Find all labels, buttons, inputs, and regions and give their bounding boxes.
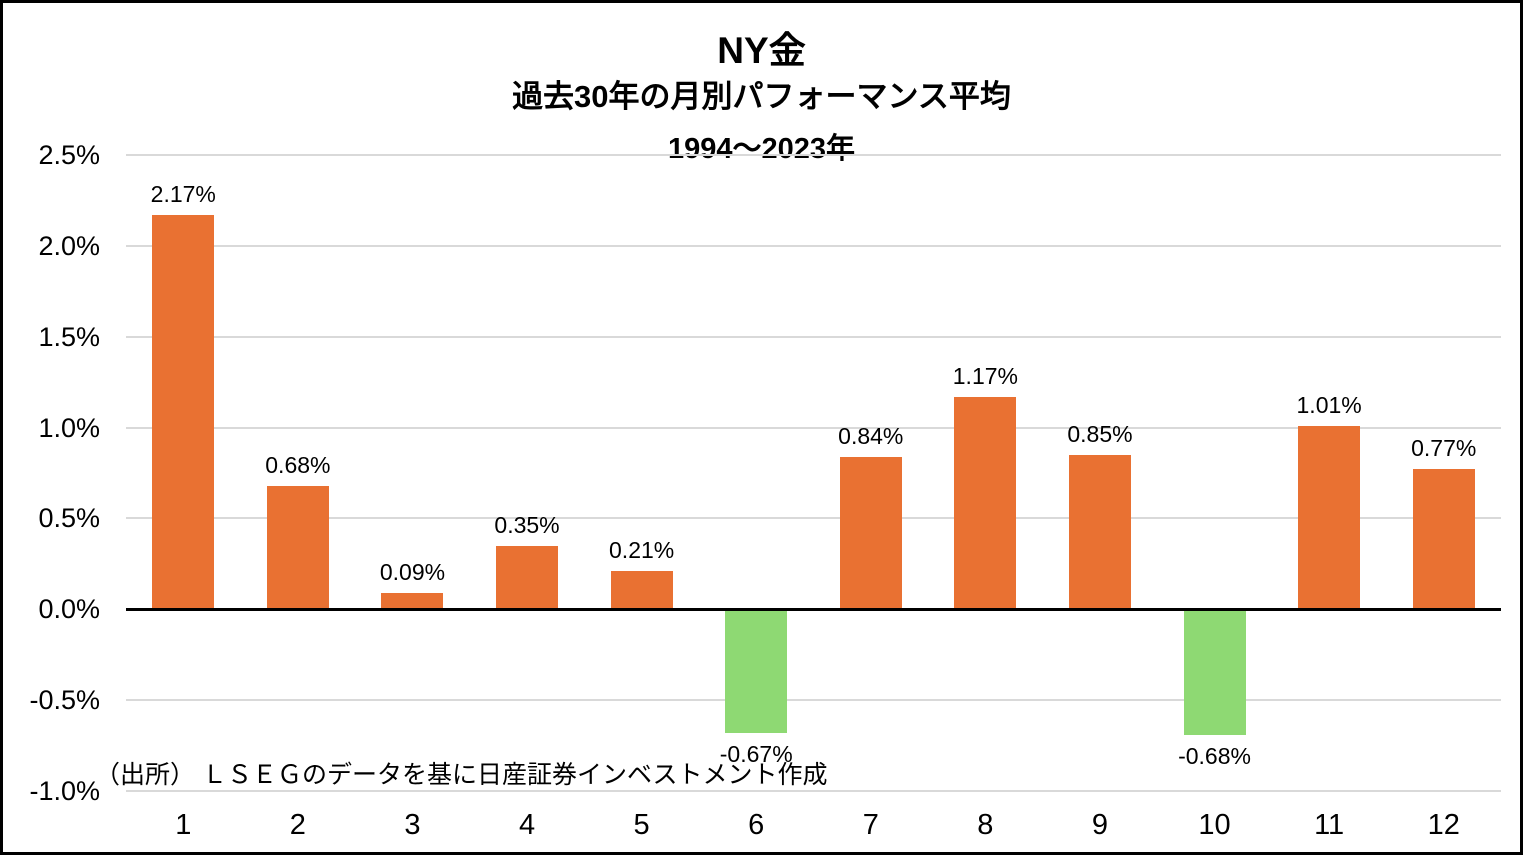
x-axis-label: 9 xyxy=(1091,809,1109,841)
x-axis-label: 10 xyxy=(1198,809,1231,841)
y-axis-label: 1.0% xyxy=(38,412,100,443)
chart-subtitle: 過去30年の月別パフォーマンス平均 xyxy=(512,79,1011,114)
bar-value-label: 0.09% xyxy=(379,558,446,585)
bar xyxy=(1412,469,1475,610)
bar xyxy=(954,396,1017,610)
bar-value-label: 1.17% xyxy=(952,362,1018,389)
gridline xyxy=(126,154,1501,156)
y-axis-label: 0.5% xyxy=(38,503,100,534)
bar-value-label: -0.68% xyxy=(1178,742,1251,769)
bar-value-label: 0.77% xyxy=(1411,435,1477,462)
x-axis-label: 1 xyxy=(175,809,192,841)
x-axis-label: 3 xyxy=(404,809,421,841)
y-axis-label: 0.0% xyxy=(38,594,100,625)
gridline xyxy=(126,244,1501,247)
gridline xyxy=(126,426,1501,429)
bar-value-label: 0.35% xyxy=(494,511,560,538)
bar-value-label: 0.68% xyxy=(265,451,331,478)
x-axis-label: 4 xyxy=(518,809,536,841)
bar-value-label: -0.67% xyxy=(719,741,793,768)
bar xyxy=(1298,425,1361,610)
y-axis-label: -1.0% xyxy=(29,776,100,806)
bar-value-label: 0.84% xyxy=(838,422,904,449)
source-attribution: （出所） ＬＳＥＧのデータを基に日産証券インベストメント作成 xyxy=(95,761,828,789)
gridline xyxy=(126,790,1501,792)
x-axis-label: 8 xyxy=(977,809,994,841)
zero-axis-line xyxy=(126,608,1501,611)
x-axis-label: 7 xyxy=(862,809,879,841)
y-axis-label: 1.5% xyxy=(38,321,100,352)
bar xyxy=(1068,454,1131,610)
y-axis-label: 2.5% xyxy=(38,140,100,170)
gridline xyxy=(126,517,1501,520)
bar xyxy=(725,611,788,734)
y-axis-label: 2.0% xyxy=(38,230,100,261)
bar xyxy=(610,571,673,610)
x-axis-label: 6 xyxy=(748,809,765,841)
y-axis-label: -0.5% xyxy=(29,685,100,716)
bar-value-label: 2.17% xyxy=(150,180,216,207)
bar xyxy=(1183,611,1246,735)
chart-period-label: 1994～2023年 xyxy=(667,133,856,165)
bar-value-label: 1.01% xyxy=(1296,391,1362,418)
bar xyxy=(496,545,559,610)
x-axis-label: 11 xyxy=(1314,809,1345,841)
x-axis-label: 12 xyxy=(1427,809,1460,841)
bar xyxy=(152,214,215,610)
chart-title: NY金 xyxy=(717,30,806,71)
gridline xyxy=(126,335,1501,338)
bar xyxy=(381,592,444,610)
bar xyxy=(839,456,902,610)
bar xyxy=(266,485,329,610)
x-axis-label: 5 xyxy=(633,809,650,841)
x-axis-label: 2 xyxy=(289,809,306,841)
bar-value-label: 0.85% xyxy=(1067,420,1133,447)
bar-value-label: 0.21% xyxy=(609,537,675,564)
gridline xyxy=(126,699,1501,702)
